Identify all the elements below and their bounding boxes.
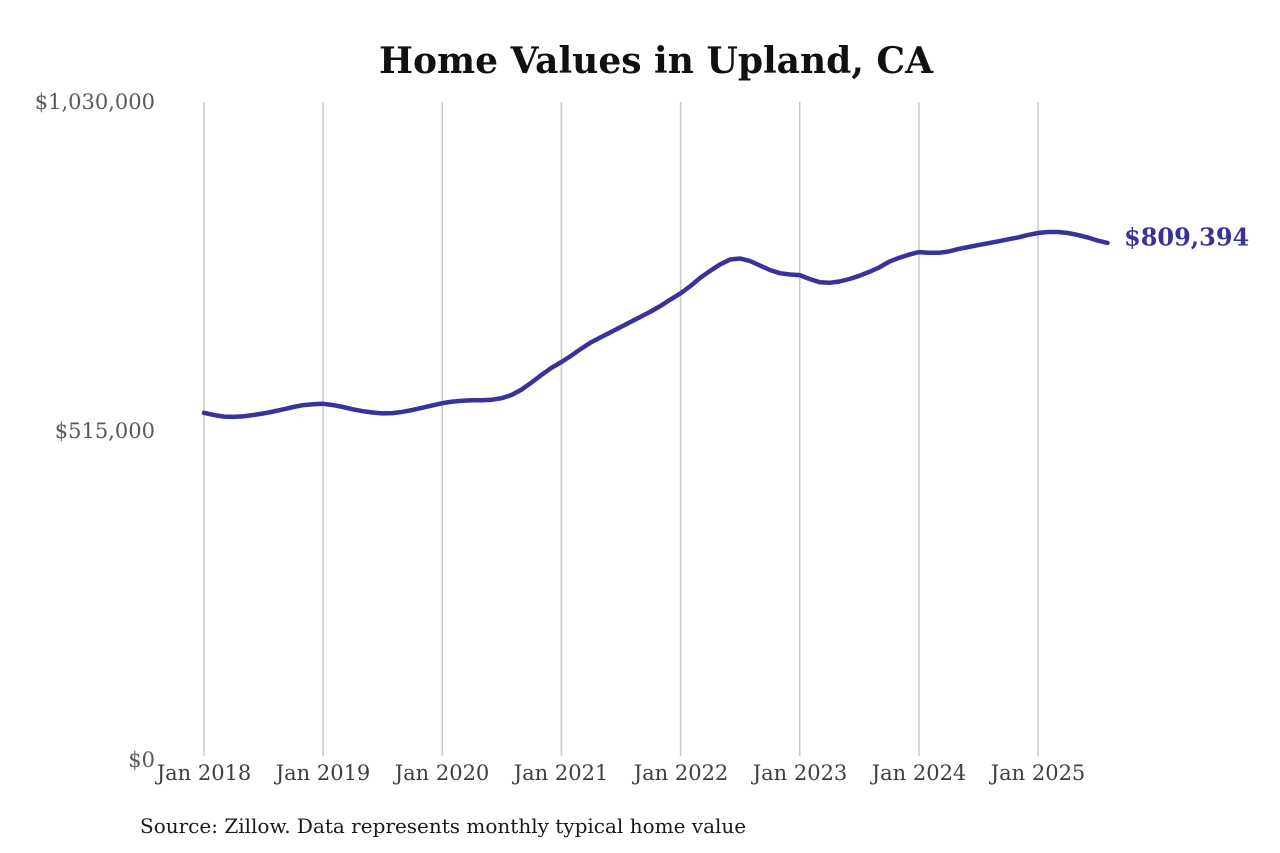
y-tick-label-mid: $515,000: [54, 419, 155, 443]
x-tick-label-2024: Jan 2024: [871, 761, 967, 785]
x-tick-label-2018: Jan 2018: [156, 761, 252, 785]
x-tick-label-2019: Jan 2019: [275, 761, 371, 785]
x-tick-label-2021: Jan 2021: [513, 761, 609, 785]
y-tick-label-zero: $0: [128, 748, 155, 772]
x-tick-label-2025: Jan 2025: [990, 761, 1086, 785]
y-tick-label-top: $1,030,000: [34, 90, 155, 114]
x-tick-label-2022: Jan 2022: [633, 761, 729, 785]
source-note: Source: Zillow. Data represents monthly …: [140, 814, 747, 838]
latest-value-label: $809,394: [1124, 222, 1250, 252]
chart-title: Home Values in Upland, CA: [378, 40, 934, 82]
home-value-series-line: [201, 229, 1110, 420]
x-tick-label-2023: Jan 2023: [752, 761, 848, 785]
x-tick-label-2020: Jan 2020: [394, 761, 490, 785]
